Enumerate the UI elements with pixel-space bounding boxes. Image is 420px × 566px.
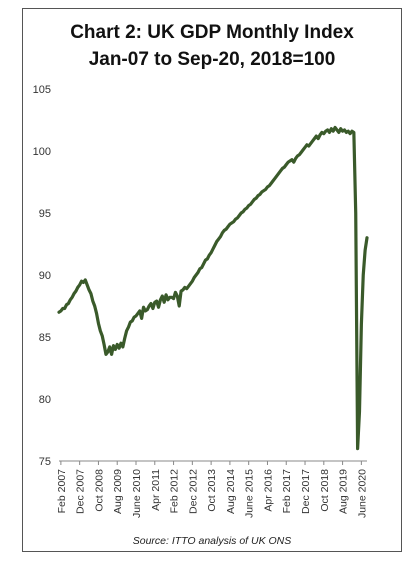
x-tick-label: Dec 2012	[187, 469, 199, 514]
x-tick-label: Apr 2011	[150, 469, 162, 511]
y-tick-label: 90	[39, 270, 51, 282]
x-tick-label: Oct 2008	[93, 469, 105, 512]
x-tick-label: Apr 2016	[262, 469, 274, 512]
x-tick-label: Aug 2019	[338, 469, 350, 514]
y-tick-label: 95	[39, 208, 51, 220]
x-tick-label: June 2015	[244, 469, 256, 518]
x-tick-label: Aug 2014	[225, 469, 237, 514]
x-tick-label: Dec 2007	[75, 469, 87, 514]
y-axis: 75 80 85 90 95 100 105	[33, 84, 51, 468]
chart-subtitle: Jan-07 to Sep-20, 2018=100	[88, 49, 336, 70]
y-tick-label: 85	[39, 332, 51, 344]
y-tick-label: 100	[33, 146, 51, 158]
y-tick-label: 75	[39, 456, 51, 468]
chart-title-line-1: Chart 2: UK GDP Monthly Index	[70, 22, 354, 43]
x-tick-label: Aug 2009	[112, 469, 124, 514]
chart-source-note: Source: ITTO analysis of UK ONS	[132, 535, 292, 547]
chart-plot-area: 75 80 85 90 95 100 105 Feb 2007 Dec 2007 Oct 200…	[33, 84, 369, 518]
x-axis: Feb 2007 Dec 2007 Oct 2008 Aug 2009 June 201…	[56, 460, 368, 518]
x-tick-label: Feb 2012	[169, 469, 181, 514]
series-lines	[57, 125, 369, 451]
x-tick-label: Dec 2017	[300, 469, 312, 514]
x-tick-label: Feb 2007	[56, 469, 68, 514]
y-tick-label: 105	[33, 84, 51, 96]
x-tick-label: Feb 2017	[281, 469, 293, 514]
gdp-index-line	[57, 125, 369, 451]
x-tick-label: Oct 2013	[206, 469, 218, 512]
x-tick-label: Oct 2018	[319, 469, 331, 512]
chart-title: Chart 2: UK GDP Monthly Index Jan-07 to …	[23, 19, 401, 73]
chart-frame: Chart 2: UK GDP Monthly Index Jan-07 to …	[22, 8, 402, 552]
x-tick-label: June 2020	[356, 469, 368, 518]
y-tick-label: 80	[39, 394, 51, 406]
x-tick-label: June 2010	[131, 469, 143, 518]
